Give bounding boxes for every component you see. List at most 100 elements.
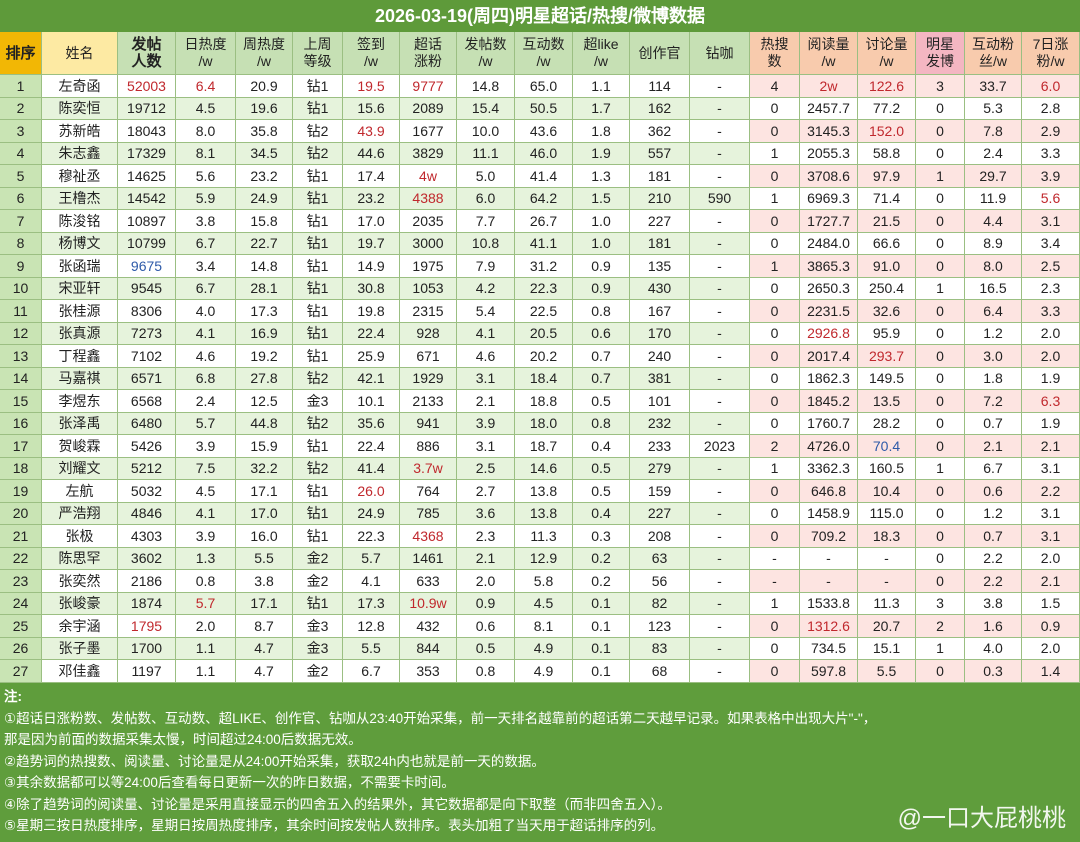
- table-cell: 3708.6: [800, 165, 858, 188]
- table-cell: 160.5: [858, 457, 916, 480]
- table-cell: 30.8: [343, 277, 400, 300]
- table-cell: 3.8: [965, 592, 1022, 615]
- table-cell: 2.1: [965, 435, 1022, 458]
- table-cell: 2457.7: [800, 97, 858, 120]
- header-cell: 钻咖: [690, 32, 750, 75]
- header-text: /w: [594, 53, 608, 69]
- table-cell: 210: [630, 187, 690, 210]
- table-cell: 2.3: [457, 525, 515, 548]
- table-cell: 6.7: [176, 277, 236, 300]
- header-text: 热搜: [760, 36, 789, 52]
- table-cell: 293.7: [858, 345, 916, 368]
- table-cell: 0: [750, 322, 800, 345]
- table-cell: 240: [630, 345, 690, 368]
- table-cell: 4726.0: [800, 435, 858, 458]
- table-cell: 严浩翔: [42, 502, 118, 525]
- table-cell: 1.7: [573, 97, 630, 120]
- data-table: 排序 姓名 发帖 人数 日热度/w 周热度/w 上周 等级 签到/w 超话 涨粉 发帖数/w 互动数/w…: [0, 32, 1080, 683]
- table-cell: 2484.0: [800, 232, 858, 255]
- table-cell: 3.4: [1022, 232, 1080, 255]
- table-cell: 1053: [400, 277, 457, 300]
- table-cell: 5.5: [343, 637, 400, 660]
- table-cell: 381: [630, 367, 690, 390]
- table-cell: 181: [630, 232, 690, 255]
- table-cell: 18: [0, 457, 42, 480]
- table-cell: 233: [630, 435, 690, 458]
- table-cell: 丁程鑫: [42, 345, 118, 368]
- table-cell: 15.8: [236, 210, 293, 233]
- table-cell: 0: [750, 300, 800, 323]
- table-cell: 4.6: [457, 345, 515, 368]
- table-cell: 764: [400, 480, 457, 503]
- table-cell: 32.2: [236, 457, 293, 480]
- table-cell: 2.0: [1022, 345, 1080, 368]
- header-text: 排序: [5, 44, 36, 62]
- table-cell: 1.9: [573, 142, 630, 165]
- table-cell: 3.1: [1022, 210, 1080, 233]
- table-cell: 钻1: [293, 187, 343, 210]
- table-cell: 6969.3: [800, 187, 858, 210]
- table-cell: 22.3: [343, 525, 400, 548]
- table-cell: 3.1: [457, 367, 515, 390]
- table-cell: 23.2: [343, 187, 400, 210]
- table-cell: -: [690, 165, 750, 188]
- table-cell: 0: [916, 502, 965, 525]
- table-cell: 77.2: [858, 97, 916, 120]
- table-cell: 17.4: [343, 165, 400, 188]
- table-cell: 97.9: [858, 165, 916, 188]
- table-cell: 2.2: [1022, 480, 1080, 503]
- header-cell: 上周 等级: [293, 32, 343, 75]
- table-cell: 0: [750, 277, 800, 300]
- table-cell: 2.2: [965, 570, 1022, 593]
- table-cell: 65.0: [515, 75, 573, 98]
- table-cell: 167: [630, 300, 690, 323]
- header-text: 等级: [303, 53, 332, 69]
- header-cell: 周热度/w: [236, 32, 293, 75]
- table-cell: 18.8: [515, 390, 573, 413]
- header-text: 互动粉: [972, 36, 1014, 52]
- table-cell: 0: [750, 367, 800, 390]
- table-cell: 1845.2: [800, 390, 858, 413]
- table-cell: 3.3: [1022, 300, 1080, 323]
- table-cell: 钻1: [293, 435, 343, 458]
- table-cell: 1.8: [965, 367, 1022, 390]
- header-cell: 发帖 人数: [118, 32, 176, 75]
- table-cell: 13.8: [515, 502, 573, 525]
- table-cell: 0.6: [457, 615, 515, 638]
- table-cell: 2.0: [1022, 547, 1080, 570]
- table-cell: 4.9: [515, 660, 573, 683]
- table-cell: 9545: [118, 277, 176, 300]
- table-cell: 22.7: [236, 232, 293, 255]
- table-cell: -: [690, 502, 750, 525]
- header-cell: 7日涨 粉/w: [1022, 32, 1080, 75]
- table-cell: 23.2: [236, 165, 293, 188]
- table-cell: -: [858, 547, 916, 570]
- table-cell: 0.5: [457, 637, 515, 660]
- table-cell: 1.3: [176, 547, 236, 570]
- table-cell: 15.4: [457, 97, 515, 120]
- table-cell: 0: [916, 547, 965, 570]
- table-cell: 115.0: [858, 502, 916, 525]
- table-cell: 7.9: [457, 255, 515, 278]
- table-cell: 2.4: [965, 142, 1022, 165]
- table-cell: 2.5: [457, 457, 515, 480]
- table-cell: 4.7: [236, 660, 293, 683]
- table-cell: 2: [916, 615, 965, 638]
- table-cell: 1.8: [573, 120, 630, 143]
- table-cell: 1.2: [965, 322, 1022, 345]
- table-cell: 4.4: [965, 210, 1022, 233]
- table-cell: 5.4: [457, 300, 515, 323]
- table-cell: 26: [0, 637, 42, 660]
- table-cell: 2.1: [457, 547, 515, 570]
- table-cell: 0.7: [573, 367, 630, 390]
- table-cell: 1874: [118, 592, 176, 615]
- table-cell: 3362.3: [800, 457, 858, 480]
- table-cell: 1677: [400, 120, 457, 143]
- table-cell: 0.7: [573, 345, 630, 368]
- note-line: ③其余数据都可以等24:00后查看每日更新一次的昨日数据，不需要卡时间。: [4, 775, 455, 790]
- table-cell: 6.0: [1022, 75, 1080, 98]
- header-cell: 日热度/w: [176, 32, 236, 75]
- table-cell: 1.9: [1022, 412, 1080, 435]
- table-cell: 11: [0, 300, 42, 323]
- table-cell: 17: [0, 435, 42, 458]
